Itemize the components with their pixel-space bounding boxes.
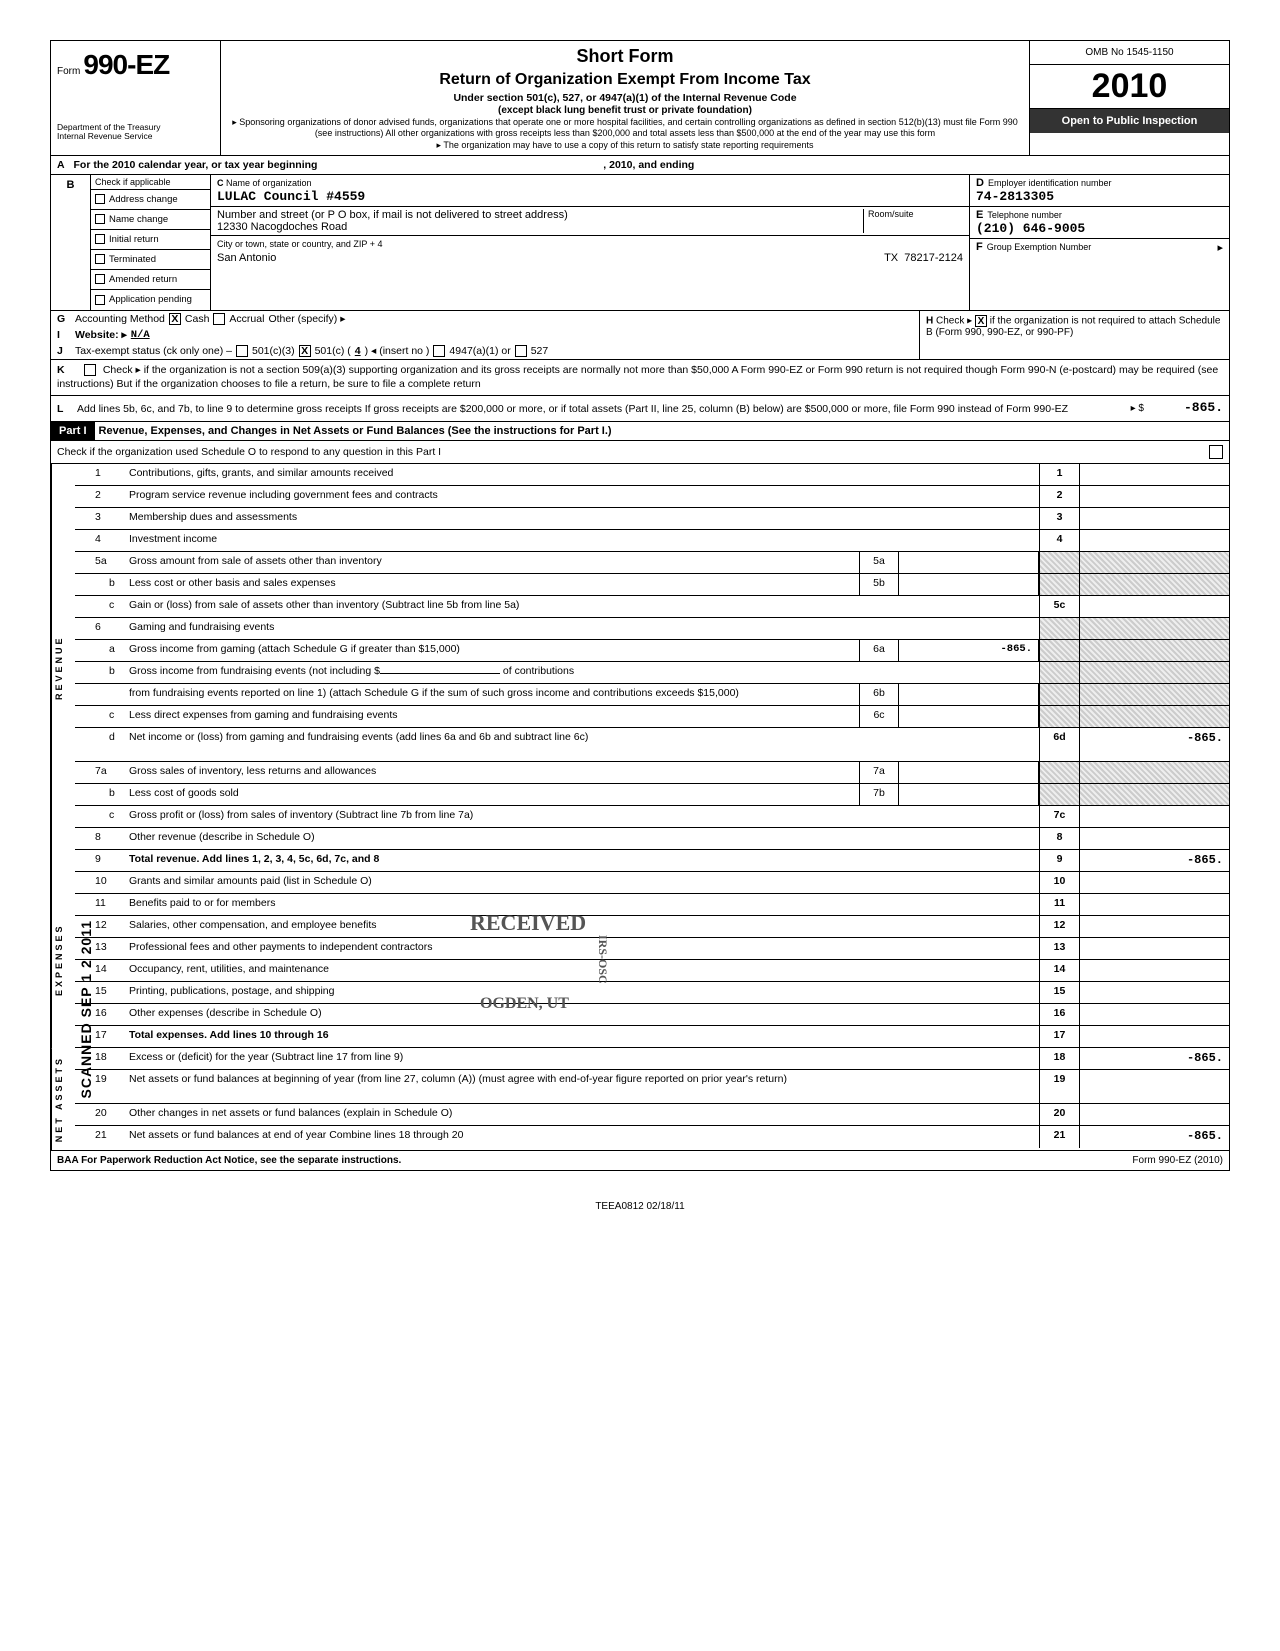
phone-cell: ETelephone number (210) 646-9005 (970, 207, 1229, 239)
footer: BAA For Paperwork Reduction Act Notice, … (51, 1151, 1229, 1170)
header: Form 990-EZ Department of the Treasury I… (51, 41, 1229, 156)
val-6a: -865. (899, 640, 1039, 661)
form-title: Return of Organization Exempt From Incom… (229, 70, 1021, 90)
revenue-section: REVENUE 1Contributions, gifts, grants, a… (51, 464, 1229, 872)
paperwork-notice: BAA For Paperwork Reduction Act Notice, … (57, 1155, 401, 1166)
sponsor-text: ▸ Sponsoring organizations of donor advi… (229, 117, 1021, 140)
row-g-to-j: GAccounting Method XCash Accrual Other (… (51, 311, 1229, 360)
accrual-checkbox[interactable] (213, 313, 225, 325)
omb-number: OMB No 1545-1150 (1030, 41, 1229, 65)
line-g: GAccounting Method XCash Accrual Other (… (51, 311, 919, 327)
expenses-section: EXPENSES 10Grants and similar amounts pa… (51, 872, 1229, 1048)
line-i: IWebsite: ▸ N/A (51, 327, 919, 343)
tax-year: 2010 (1030, 65, 1229, 109)
copy-text: ▸ The organization may have to use a cop… (229, 140, 1021, 151)
stamp-scanned: SCANNED SEP 1 2 2011 (78, 920, 94, 1099)
check-applicable: Check if applicable (91, 175, 210, 190)
chk-address[interactable]: Address change (91, 190, 210, 210)
side-net-assets: NET ASSETS (51, 1048, 75, 1150)
cash-checkbox[interactable]: X (169, 313, 181, 325)
col-b-letter: B (51, 175, 91, 310)
sched-o-check: Check if the organization used Schedule … (51, 441, 1229, 464)
chk-name[interactable]: Name change (91, 210, 210, 230)
dept-irs: Internal Revenue Service (57, 132, 214, 141)
val-21: -865. (1079, 1126, 1229, 1148)
row-k: K Check ▸ if the organization is not a s… (51, 360, 1229, 396)
org-name-row: C Name of organization LULAC Council #45… (211, 175, 969, 207)
sched-o-checkbox[interactable] (1209, 445, 1223, 459)
ein-cell: DEmployer identification number 74-28133… (970, 175, 1229, 207)
org-addr-row: Number and street (or P O box, if mail i… (211, 207, 969, 236)
net-assets-section: NET ASSETS 18Excess or (deficit) for the… (51, 1048, 1229, 1151)
org-city-row: San Antonio TX 78217-2124 (211, 250, 969, 266)
chk-pending[interactable]: Application pending (91, 290, 210, 310)
col-c-main: C Name of organization LULAC Council #45… (211, 175, 969, 310)
header-right: OMB No 1545-1150 2010 Open to Public Ins… (1029, 41, 1229, 155)
line-j: JTax-exempt status (ck only one) – 501(c… (51, 343, 919, 359)
chk-initial[interactable]: Initial return (91, 230, 210, 250)
form-990ez: Form 990-EZ Department of the Treasury I… (50, 40, 1230, 1171)
col-b-checks: Check if applicable Address change Name … (91, 175, 211, 310)
part-1-header: Part I Revenue, Expenses, and Changes in… (51, 422, 1229, 441)
teea-code: TEEA0812 02/18/11 (50, 1201, 1230, 1212)
chk-terminated[interactable]: Terminated (91, 250, 210, 270)
open-inspection: Open to Public Inspection (1030, 109, 1229, 133)
row-a: A For the 2010 calendar year, or tax yea… (51, 156, 1229, 175)
org-street: 12330 Nacogdoches Road (217, 221, 347, 233)
subtitle-2: (except black lung benefit trust or priv… (229, 105, 1021, 118)
form-word: Form (57, 66, 80, 77)
side-expenses: EXPENSES (51, 872, 75, 1048)
val-9: -865. (1079, 850, 1229, 871)
col-gij: GAccounting Method XCash Accrual Other (… (51, 311, 919, 359)
ein-value: 74-2813305 (976, 189, 1054, 204)
chk-amended[interactable]: Amended return (91, 270, 210, 290)
short-form: Short Form (229, 45, 1021, 68)
gross-receipts: -865. (1111, 400, 1223, 417)
room-suite: Room/suite (863, 209, 963, 233)
website-value: N/A (131, 329, 150, 341)
phone-value: (210) 646-9005 (976, 221, 1085, 236)
header-center: Short Form Return of Organization Exempt… (221, 41, 1029, 155)
form-number: 990-EZ (83, 49, 169, 80)
sched-b-checkbox[interactable]: X (975, 315, 987, 327)
form-ref: Form 990-EZ (2010) (1132, 1155, 1223, 1166)
subtitle-1: Under section 501(c), 527, or 4947(a)(1)… (229, 92, 1021, 105)
col-h: H Check ▸ X if the organization is not r… (919, 311, 1229, 359)
org-city: San Antonio (217, 252, 276, 264)
group-exempt-cell: FGroup Exemption Number ▸ (970, 239, 1229, 310)
org-zip: 78217-2124 (904, 252, 963, 264)
side-revenue: REVENUE (51, 464, 75, 872)
val-6d: -865. (1079, 728, 1229, 761)
block-b-to-f: B Check if applicable Address change Nam… (51, 175, 1229, 311)
row-l: L Add lines 5b, 6c, and 7b, to line 9 to… (51, 396, 1229, 422)
col-def: DEmployer identification number 74-28133… (969, 175, 1229, 310)
org-name: LULAC Council #4559 (217, 189, 365, 204)
org-state: TX (884, 252, 898, 264)
val-18: -865. (1079, 1048, 1229, 1069)
header-left: Form 990-EZ Department of the Treasury I… (51, 41, 221, 155)
